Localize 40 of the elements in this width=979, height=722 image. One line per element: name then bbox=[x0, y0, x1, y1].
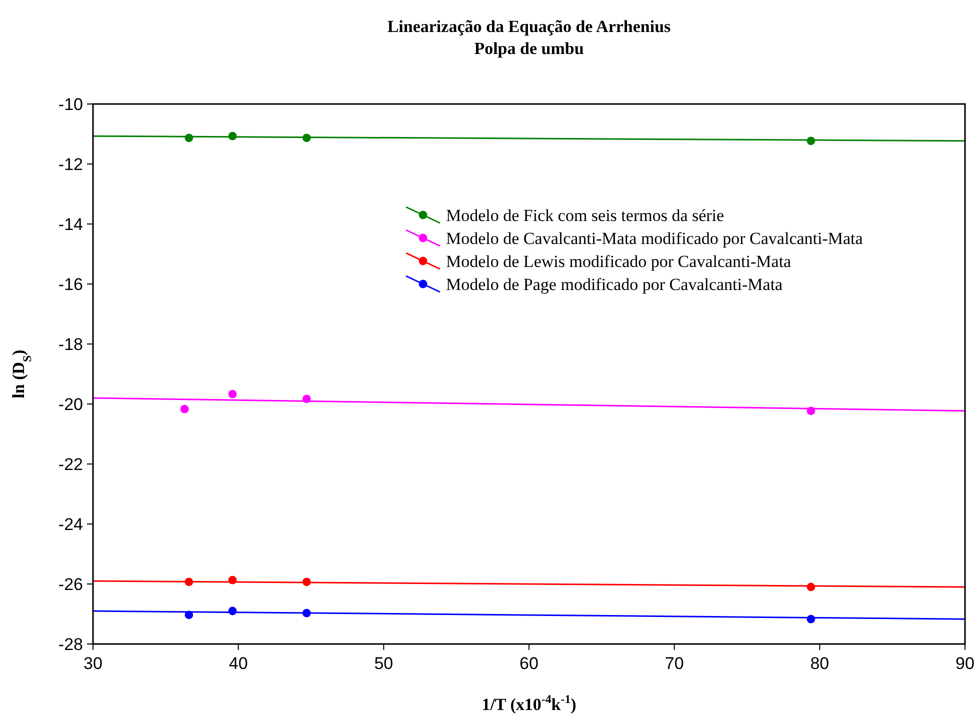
legend-label: Modelo de Page modificado por Cavalcanti-Mata bbox=[446, 275, 784, 294]
point bbox=[228, 132, 237, 140]
point bbox=[302, 394, 311, 404]
x-tick-label: 90 bbox=[956, 654, 974, 673]
legend-label: Modelo de Fick com seis termos da série bbox=[446, 206, 724, 225]
point bbox=[184, 134, 194, 142]
x-axis-title: 1/T (x10$^{-4}$k$^{-1}$) bbox=[482, 692, 576, 714]
x-tick-label: 60 bbox=[520, 654, 538, 673]
point bbox=[228, 576, 237, 584]
point bbox=[228, 606, 237, 616]
chart-title: Linearização da Equação de Arrhenius bbox=[387, 17, 672, 36]
chart-subtitle: Polpa de umbu bbox=[474, 39, 584, 58]
y-tick-label: -28 bbox=[58, 635, 83, 654]
x-tick-label: 30 bbox=[84, 654, 102, 673]
point bbox=[302, 134, 311, 142]
y-tick-label: -10 bbox=[58, 95, 83, 114]
point bbox=[228, 390, 237, 398]
point bbox=[806, 614, 816, 624]
y-tick-label: -12 bbox=[58, 155, 83, 174]
y-tick-label: -18 bbox=[58, 335, 83, 354]
y-tick-label: -14 bbox=[58, 215, 83, 234]
x-tick-label: 70 bbox=[664, 654, 684, 673]
point bbox=[806, 406, 816, 416]
y-tick-label: -20 bbox=[58, 395, 83, 414]
x-tick-label: 40 bbox=[228, 654, 248, 673]
y-tick-label: -26 bbox=[58, 575, 83, 594]
point bbox=[806, 582, 816, 592]
legend-label: Modelo de Lewis modificado por Cavalcanti-Mata bbox=[446, 252, 792, 271]
point bbox=[184, 610, 194, 620]
y-tick-label: -22 bbox=[58, 455, 83, 474]
point bbox=[302, 608, 311, 618]
y-tick-label: -16 bbox=[58, 275, 83, 294]
point bbox=[302, 578, 311, 586]
y-tick-label: -24 bbox=[58, 515, 83, 534]
point bbox=[180, 404, 189, 414]
legend-label: Modelo de Cavalcanti-Mata modificado por Cavalcanti-Mata bbox=[446, 229, 864, 248]
point bbox=[184, 578, 194, 586]
point bbox=[806, 136, 816, 146]
x-tick-label: 50 bbox=[374, 654, 394, 673]
x-tick-label: 80 bbox=[810, 654, 830, 673]
